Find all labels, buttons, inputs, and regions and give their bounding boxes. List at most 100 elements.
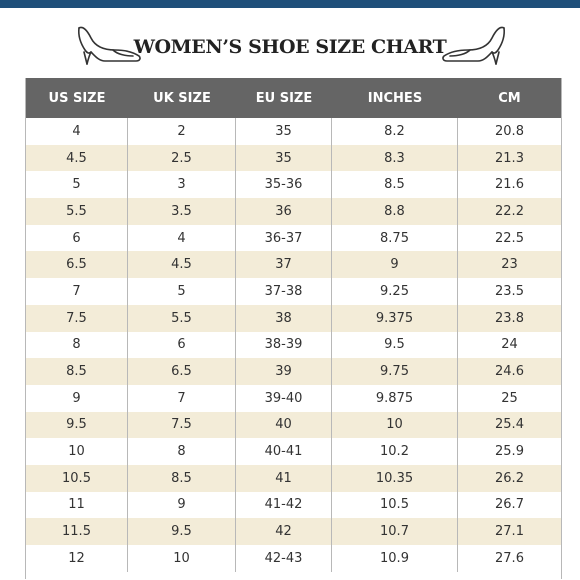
cell-inches: 10.7 bbox=[332, 518, 458, 545]
cell-cm: 20.8 bbox=[495, 123, 524, 139]
table-row: 5.5 3.5 36 8.8 22.2 bbox=[26, 198, 561, 225]
table-row: 12 10 42-43 10.9 27.6 bbox=[26, 545, 561, 572]
cell-uk-size: 6 bbox=[128, 331, 236, 359]
cell-eu-size: 39-40 bbox=[236, 384, 332, 412]
cell-uk-size: 7.5 bbox=[128, 411, 236, 439]
title-row: WOMEN’S SHOE SIZE CHART bbox=[0, 16, 580, 78]
table-row: 7.5 5.5 38 9.375 23.8 bbox=[26, 304, 561, 332]
cell-eu-size: 42-43 bbox=[236, 545, 332, 572]
cell-cm: 23.5 bbox=[495, 283, 524, 299]
cell-inches: 9.75 bbox=[332, 358, 458, 385]
cell-cm: 21.6 bbox=[495, 177, 524, 193]
cell-us-size: 4 bbox=[26, 118, 128, 145]
cell-eu-size: 37-38 bbox=[236, 278, 332, 305]
chart-title: WOMEN’S SHOE SIZE CHART bbox=[133, 36, 447, 58]
cell-eu-size: 41 bbox=[236, 464, 332, 492]
cell-uk-size: 2 bbox=[128, 118, 236, 145]
cell-uk-size: 8 bbox=[128, 438, 236, 465]
cell-us-size: 7 bbox=[26, 278, 128, 305]
cell-cm: 24.6 bbox=[495, 364, 524, 380]
cell-eu-size: 36-37 bbox=[236, 224, 332, 252]
cell-cm: 26.7 bbox=[495, 497, 524, 513]
cell-inches: 10.35 bbox=[332, 464, 458, 492]
cell-eu-size: 38 bbox=[236, 304, 332, 332]
cell-eu-size: 35 bbox=[236, 144, 332, 172]
header-uk-size: UK SIZE bbox=[153, 90, 211, 106]
cell-us-size: 4.5 bbox=[26, 144, 128, 172]
cell-eu-size: 42 bbox=[236, 518, 332, 545]
table-row: 7 5 37-38 9.25 23.5 bbox=[26, 278, 561, 305]
header-cm: CM bbox=[498, 90, 521, 106]
cell-us-size: 9 bbox=[26, 384, 128, 412]
cell-eu-size: 36 bbox=[236, 198, 332, 225]
cell-us-size: 10 bbox=[26, 438, 128, 465]
cell-cm: 23.8 bbox=[495, 310, 524, 326]
cell-cm: 23 bbox=[501, 257, 518, 273]
cell-eu-size: 40-41 bbox=[236, 438, 332, 465]
table-row: 11 9 41-42 10.5 26.7 bbox=[26, 491, 561, 519]
table-row: 5 3 35-36 8.5 21.6 bbox=[26, 171, 561, 199]
cell-eu-size: 41-42 bbox=[236, 491, 332, 519]
header-us-size: US SIZE bbox=[48, 90, 106, 106]
cell-uk-size: 9.5 bbox=[128, 518, 236, 545]
table-body: 4 2 35 8.2 20.8 4.5 2.5 35 8.3 21.3 5 3 35-36 8.5 21.6… bbox=[26, 118, 561, 572]
cell-cm: 25 bbox=[501, 390, 518, 406]
cell-us-size: 11.5 bbox=[26, 518, 128, 545]
cell-uk-size: 10 bbox=[128, 545, 236, 572]
cell-inches: 8.3 bbox=[332, 144, 458, 172]
cell-us-size: 7.5 bbox=[26, 304, 128, 332]
table-row: 8.5 6.5 39 9.75 24.6 bbox=[26, 358, 561, 385]
cell-cm: 25.9 bbox=[495, 444, 524, 460]
cell-inches: 10 bbox=[332, 411, 458, 439]
cell-uk-size: 5.5 bbox=[128, 304, 236, 332]
table-header: US SIZE UK SIZE EU SIZE INCHES CM bbox=[26, 78, 561, 118]
cell-inches: 8.75 bbox=[332, 224, 458, 252]
cell-us-size: 8.5 bbox=[26, 358, 128, 385]
cell-us-size: 8 bbox=[26, 331, 128, 359]
cell-eu-size: 40 bbox=[236, 411, 332, 439]
cell-inches: 10.5 bbox=[332, 491, 458, 519]
cell-inches: 9.375 bbox=[332, 304, 458, 332]
cell-eu-size: 39 bbox=[236, 358, 332, 385]
cell-eu-size: 35-36 bbox=[236, 171, 332, 199]
cell-eu-size: 38-39 bbox=[236, 331, 332, 359]
cell-uk-size: 4.5 bbox=[128, 251, 236, 279]
header-inches: INCHES bbox=[367, 90, 423, 106]
cell-us-size: 6.5 bbox=[26, 251, 128, 279]
table-row: 4 2 35 8.2 20.8 bbox=[26, 118, 561, 145]
cell-inches: 10.9 bbox=[332, 545, 458, 572]
cell-inches: 8.2 bbox=[332, 118, 458, 145]
cell-inches: 8.5 bbox=[332, 171, 458, 199]
cell-eu-size: 37 bbox=[236, 251, 332, 279]
cell-inches: 9.25 bbox=[332, 278, 458, 305]
cell-uk-size: 2.5 bbox=[128, 144, 236, 172]
cell-us-size: 5 bbox=[26, 171, 128, 199]
cell-uk-size: 9 bbox=[128, 491, 236, 519]
top-accent-bar bbox=[0, 0, 580, 8]
high-heel-shoe-icon bbox=[442, 26, 505, 65]
cell-cm: 21.3 bbox=[495, 150, 524, 166]
cell-us-size: 9.5 bbox=[26, 411, 128, 439]
cell-cm: 22.5 bbox=[495, 230, 524, 246]
cell-uk-size: 8.5 bbox=[128, 464, 236, 492]
cell-eu-size: 35 bbox=[236, 118, 332, 145]
cell-inches: 9.875 bbox=[332, 384, 458, 412]
table-row: 11.5 9.5 42 10.7 27.1 bbox=[26, 518, 561, 545]
cell-uk-size: 5 bbox=[128, 278, 236, 305]
table-row: 6 4 36-37 8.75 22.5 bbox=[26, 224, 561, 252]
cell-uk-size: 3.5 bbox=[128, 198, 236, 225]
cell-cm: 26.2 bbox=[495, 470, 524, 486]
table-row: 10 8 40-41 10.2 25.9 bbox=[26, 438, 561, 465]
cell-inches: 9.5 bbox=[332, 331, 458, 359]
cell-us-size: 11 bbox=[26, 491, 128, 519]
cell-cm: 25.4 bbox=[495, 417, 524, 433]
cell-inches: 8.8 bbox=[332, 198, 458, 225]
cell-inches: 9 bbox=[332, 251, 458, 279]
cell-us-size: 12 bbox=[26, 545, 128, 572]
table-row: 4.5 2.5 35 8.3 21.3 bbox=[26, 144, 561, 172]
high-heel-shoe-icon bbox=[78, 26, 141, 65]
table-row: 9.5 7.5 40 10 25.4 bbox=[26, 411, 561, 439]
cell-cm: 27.1 bbox=[495, 524, 524, 540]
table-row: 8 6 38-39 9.5 24 bbox=[26, 331, 561, 359]
cell-uk-size: 3 bbox=[128, 171, 236, 199]
